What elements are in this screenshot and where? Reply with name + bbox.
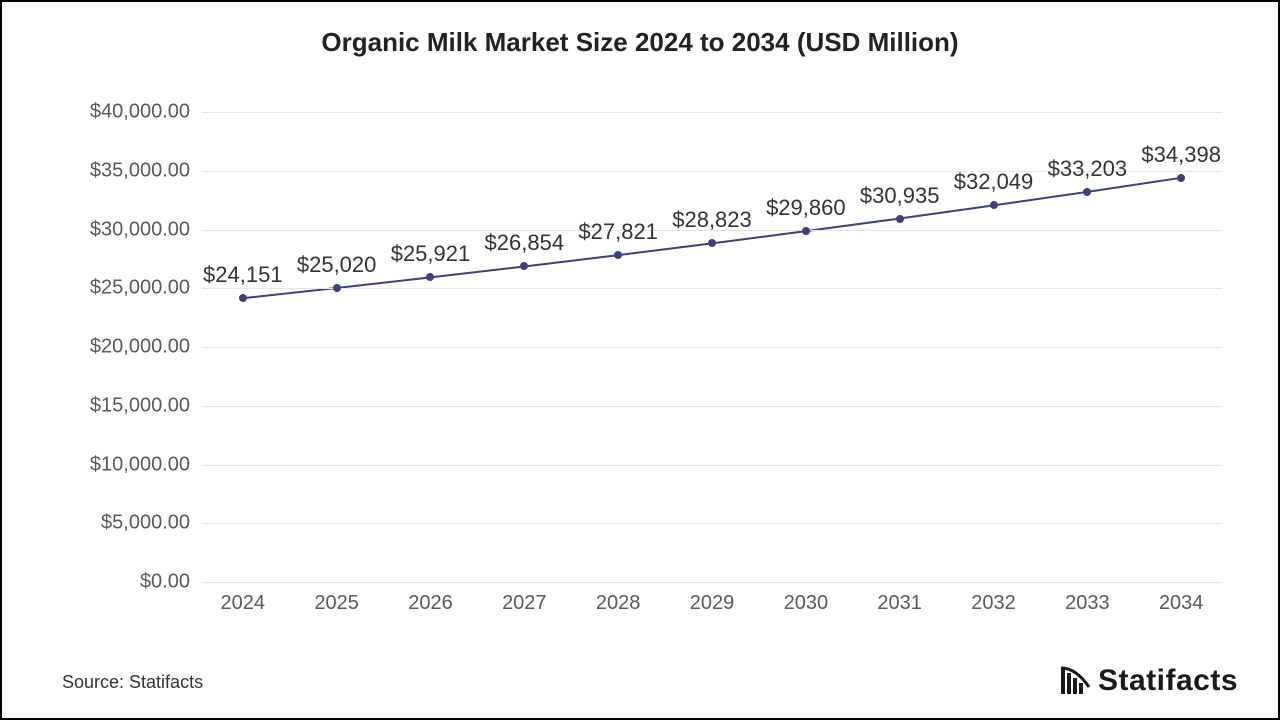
data-label: $27,821 xyxy=(578,219,658,245)
y-axis-tick-label: $15,000.00 xyxy=(90,394,202,417)
data-label: $26,854 xyxy=(485,230,565,256)
plot-area: $0.00$5,000.00$10,000.00$15,000.00$20,00… xyxy=(202,112,1222,582)
y-axis-tick-label: $5,000.00 xyxy=(101,512,202,535)
x-axis-tick-label: 2024 xyxy=(221,582,266,615)
brand-logo-text: Statifacts xyxy=(1098,664,1238,698)
data-marker xyxy=(1177,174,1185,182)
gridline xyxy=(202,347,1222,348)
data-label: $29,860 xyxy=(766,195,846,221)
data-marker xyxy=(426,273,434,281)
brand-logo: Statifacts xyxy=(1058,664,1238,698)
gridline xyxy=(202,112,1222,113)
x-axis-tick-label: 2031 xyxy=(877,582,922,615)
data-marker xyxy=(896,215,904,223)
x-axis-tick-label: 2034 xyxy=(1159,582,1204,615)
data-label: $25,921 xyxy=(391,241,471,267)
data-marker xyxy=(708,239,716,247)
data-marker xyxy=(1083,188,1091,196)
series-line xyxy=(243,178,1181,298)
x-axis-tick-label: 2026 xyxy=(408,582,453,615)
data-label: $32,049 xyxy=(954,169,1034,195)
x-axis-tick-label: 2033 xyxy=(1065,582,1110,615)
y-axis-tick-label: $20,000.00 xyxy=(90,336,202,359)
chart-frame: Organic Milk Market Size 2024 to 2034 (U… xyxy=(0,0,1280,720)
data-marker xyxy=(802,227,810,235)
x-axis-tick-label: 2027 xyxy=(502,582,547,615)
y-axis-tick-label: $10,000.00 xyxy=(90,453,202,476)
x-axis-tick-label: 2032 xyxy=(971,582,1016,615)
x-axis-tick-label: 2029 xyxy=(690,582,735,615)
source-text: Source: Statifacts xyxy=(62,672,203,693)
statifacts-logo-icon xyxy=(1058,665,1092,697)
data-label: $30,935 xyxy=(860,183,940,209)
y-axis-tick-label: $0.00 xyxy=(140,571,202,594)
data-marker xyxy=(520,262,528,270)
data-label: $28,823 xyxy=(672,207,752,233)
data-marker xyxy=(990,201,998,209)
data-marker xyxy=(333,284,341,292)
x-axis-tick-label: 2028 xyxy=(596,582,641,615)
y-axis-tick-label: $30,000.00 xyxy=(90,218,202,241)
gridline xyxy=(202,465,1222,466)
gridline xyxy=(202,523,1222,524)
data-label: $25,020 xyxy=(297,252,377,278)
data-label: $33,203 xyxy=(1048,156,1128,182)
data-marker xyxy=(239,294,247,302)
gridline xyxy=(202,406,1222,407)
data-label: $34,398 xyxy=(1141,142,1221,168)
y-axis-tick-label: $35,000.00 xyxy=(90,159,202,182)
data-label: $24,151 xyxy=(203,262,283,288)
data-marker xyxy=(614,251,622,259)
y-axis-tick-label: $25,000.00 xyxy=(90,277,202,300)
y-axis-tick-label: $40,000.00 xyxy=(90,101,202,124)
gridline xyxy=(202,288,1222,289)
x-axis-tick-label: 2025 xyxy=(314,582,359,615)
x-axis-tick-label: 2030 xyxy=(784,582,829,615)
chart-title: Organic Milk Market Size 2024 to 2034 (U… xyxy=(2,27,1278,58)
